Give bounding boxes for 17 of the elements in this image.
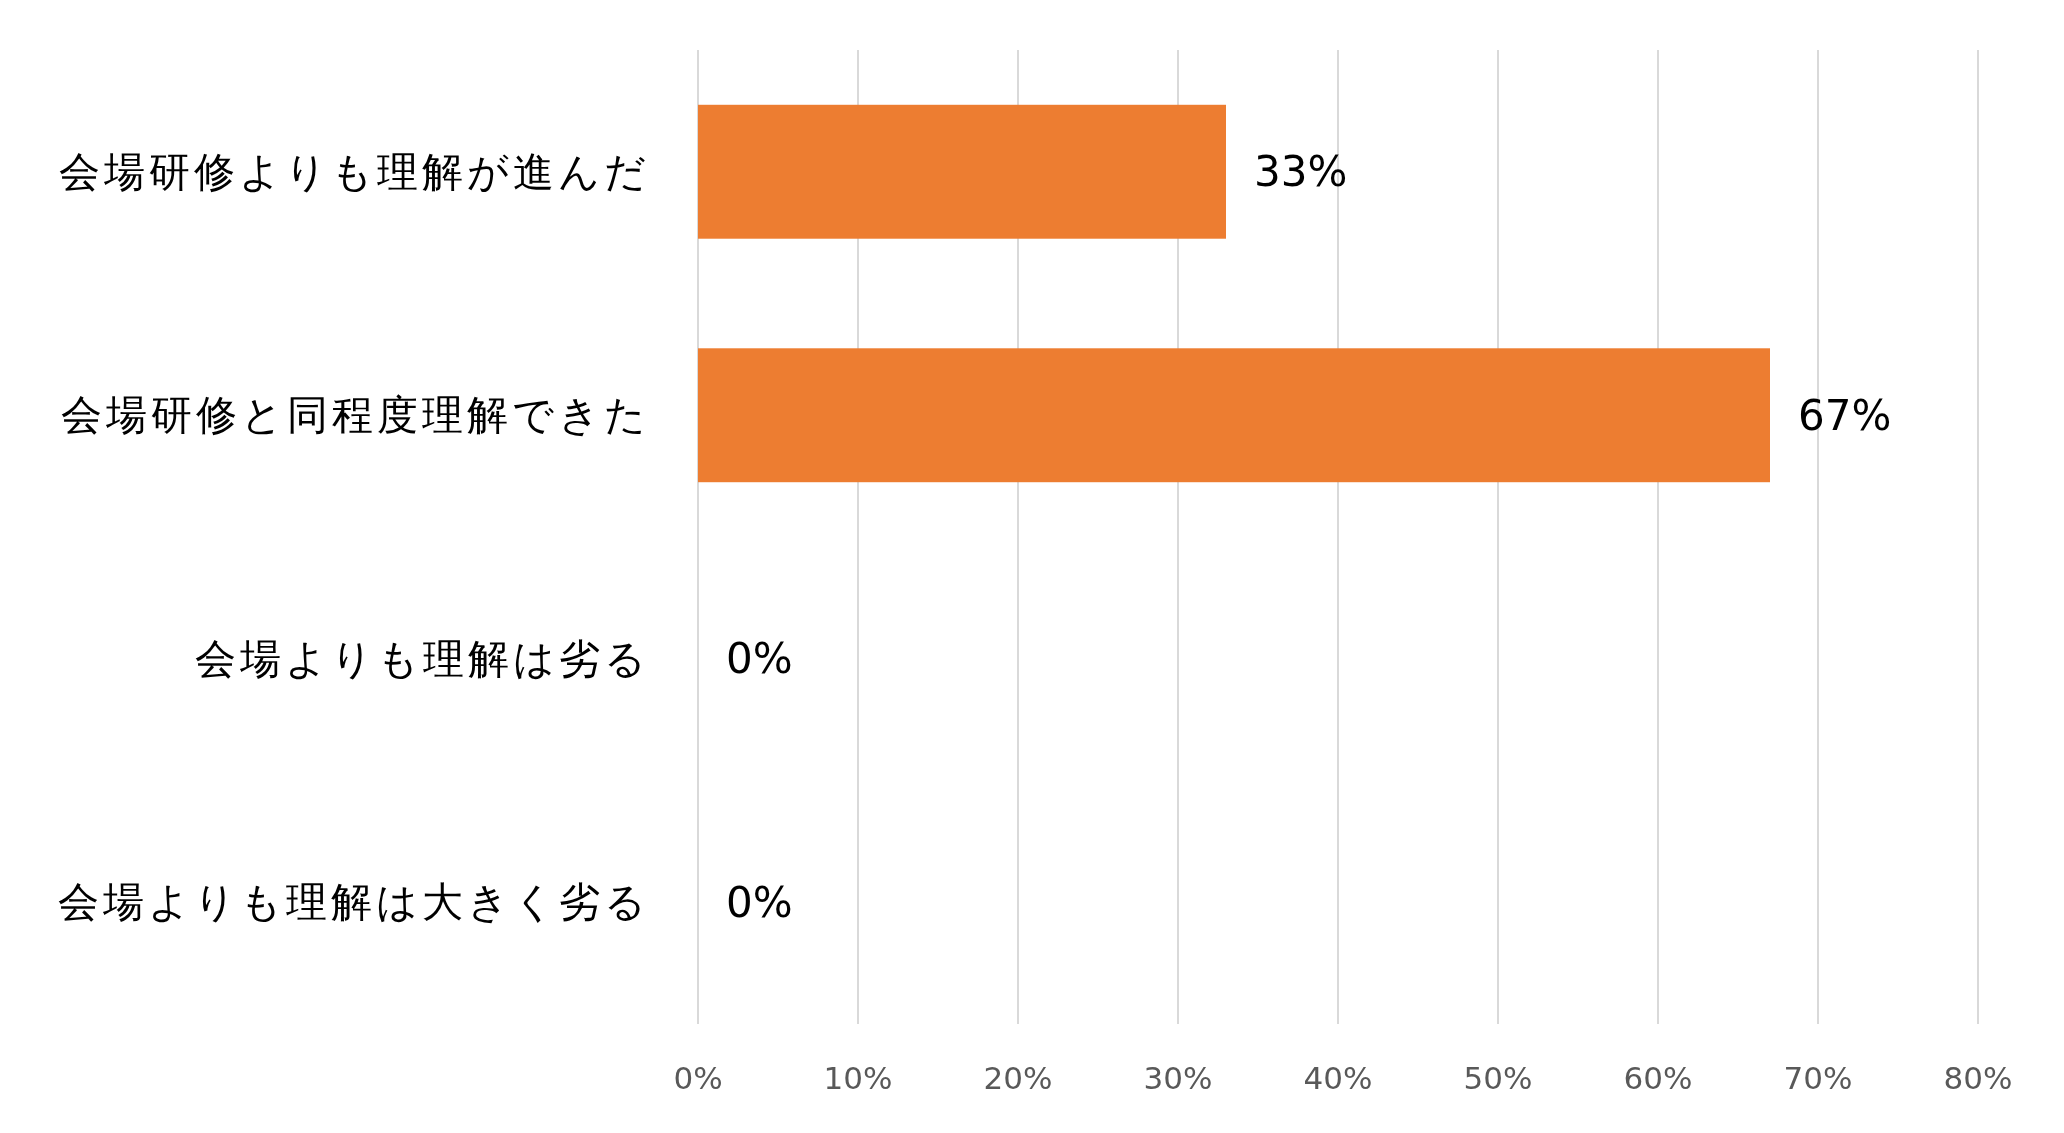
y-tick-label: 会場よりも理解は劣る: [195, 634, 650, 683]
x-tick-label: 60%: [1623, 1060, 1693, 1096]
data-label: 0%: [726, 877, 793, 927]
x-tick-label: 10%: [823, 1060, 893, 1096]
data-label: 0%: [726, 634, 793, 684]
x-tick-label: 50%: [1463, 1060, 1533, 1096]
y-tick-label: 会場よりも理解は大きく劣る: [58, 878, 650, 927]
data-label: 33%: [1254, 147, 1348, 197]
x-tick-label: 20%: [983, 1060, 1053, 1096]
data-label: 67%: [1798, 390, 1892, 440]
x-tick-label: 80%: [1943, 1060, 2013, 1096]
y-tick-label: 会場研修と同程度理解できた: [61, 391, 650, 440]
x-tick-label: 70%: [1783, 1060, 1853, 1096]
x-tick-label: 30%: [1143, 1060, 1213, 1096]
y-tick-label: 会場研修よりも理解が進んだ: [59, 147, 650, 196]
x-tick-label: 40%: [1303, 1060, 1373, 1096]
x-tick-label: 0%: [673, 1060, 723, 1096]
